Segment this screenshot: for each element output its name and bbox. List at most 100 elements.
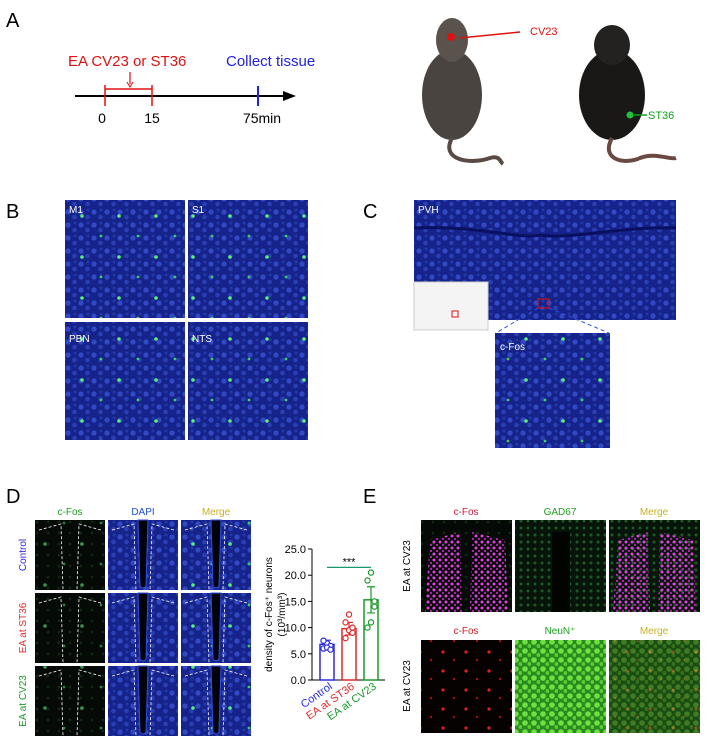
micrograph	[181, 665, 251, 737]
y-tick-label: 25.0	[285, 544, 306, 556]
micrograph	[65, 200, 185, 318]
data-point	[367, 569, 375, 576]
group-label: EA at ST36	[18, 602, 29, 653]
protocol-label: EA CV23 or ST36	[68, 53, 186, 70]
image	[35, 520, 105, 590]
panel-label: C	[363, 201, 377, 223]
micrograph	[65, 322, 185, 440]
micrograph	[609, 640, 700, 733]
y-tick-label: 10.0	[285, 623, 306, 635]
stain-label: c-Fos	[58, 507, 83, 518]
significance-label: ***	[343, 556, 357, 568]
region-label: S1	[192, 205, 205, 216]
outline	[184, 523, 248, 591]
panel-label: B	[6, 201, 19, 223]
ventricle	[137, 592, 149, 662]
y-tick-label: 0.0	[291, 675, 306, 687]
y-tick-label: 5.0	[291, 649, 306, 661]
image	[35, 593, 105, 663]
group-label: Control	[18, 539, 29, 571]
micrograph	[108, 592, 178, 664]
y-axis-label: (10³/mm³)	[277, 593, 288, 637]
outline	[38, 669, 102, 737]
outline	[184, 669, 248, 737]
panel-label: D	[6, 486, 20, 508]
micrograph	[188, 200, 308, 318]
mouse-photo	[422, 18, 505, 166]
arrow-head	[126, 81, 134, 88]
data-point	[342, 619, 349, 626]
collect-label: Collect tissue	[226, 53, 315, 70]
region-label: M1	[69, 205, 83, 216]
data-point	[364, 624, 371, 631]
micrograph	[35, 593, 105, 664]
data-point	[364, 577, 371, 584]
stain-label: c-Fos	[454, 626, 479, 637]
stain-label: NeuN⁺	[545, 626, 576, 637]
y-axis-label: density of c-Fos⁺ neurons	[264, 557, 275, 672]
data-point	[349, 629, 356, 637]
data-point	[327, 646, 334, 653]
zoom-line	[548, 307, 610, 334]
panel-c: C PVH c-Fos	[363, 200, 677, 448]
data-point	[371, 598, 378, 605]
point-label: ST36	[648, 110, 674, 122]
micrograph	[421, 640, 512, 733]
ventricle	[137, 519, 149, 589]
micrograph	[515, 640, 606, 733]
region-label: PVH	[418, 205, 439, 216]
panel-label: A	[6, 10, 20, 32]
data-point	[367, 619, 375, 626]
data-point	[349, 624, 356, 631]
micrograph	[108, 519, 178, 591]
micrograph	[495, 333, 610, 448]
mouse-photo	[579, 25, 677, 163]
row-label: EA at CV23	[402, 540, 413, 592]
micrograph	[35, 666, 105, 737]
region-label: NTS	[192, 334, 212, 345]
panel-a: A EA CV23 or ST36 Collect tissue 0 15 75…	[6, 10, 677, 166]
ventricle	[137, 665, 149, 735]
stain-label: DAPI	[131, 507, 154, 518]
outline	[184, 596, 248, 664]
stain-label: Merge	[202, 507, 231, 518]
outline	[111, 596, 175, 664]
panel-b: B M1 S1 PBN NTS	[6, 200, 308, 440]
ventricle	[210, 592, 222, 662]
time-label: 15	[144, 110, 160, 126]
error-bar	[367, 586, 375, 614]
atlas-inset	[413, 281, 489, 331]
region-label: PBN	[69, 334, 90, 345]
ventricle	[210, 665, 222, 735]
data-point	[320, 637, 327, 644]
time-label: 0	[98, 110, 106, 126]
group-label: EA at CV23	[18, 675, 29, 727]
pointer	[459, 31, 521, 39]
micrograph	[515, 520, 606, 612]
stain-label: Merge	[640, 507, 669, 518]
data-point	[342, 634, 349, 642]
data-point	[345, 611, 353, 618]
stain-label: c-Fos	[454, 507, 479, 518]
micrograph	[421, 520, 512, 612]
micrograph	[108, 665, 178, 737]
ventricle	[210, 519, 222, 589]
timeline-arrow	[283, 91, 296, 101]
outline	[111, 523, 175, 591]
point-label: CV23	[530, 26, 558, 38]
outline	[111, 669, 175, 737]
inset-box	[451, 310, 459, 318]
panel-d: D c-Fos DAPI Merge Control EA at ST36 EA…	[6, 486, 385, 737]
panel-label: E	[363, 486, 376, 508]
micrograph	[181, 592, 251, 664]
micrograph	[188, 322, 308, 440]
micrograph	[609, 520, 700, 612]
stain-label: c-Fos	[500, 342, 525, 353]
outline	[38, 523, 102, 591]
stain-label: GAD67	[544, 507, 577, 518]
stain-label: Merge	[640, 626, 669, 637]
outline	[38, 596, 102, 664]
zoom-line	[495, 307, 539, 334]
panel-e: E c-Fos GAD67 Merge c-Fos NeuN⁺ Merge EA…	[363, 486, 700, 733]
